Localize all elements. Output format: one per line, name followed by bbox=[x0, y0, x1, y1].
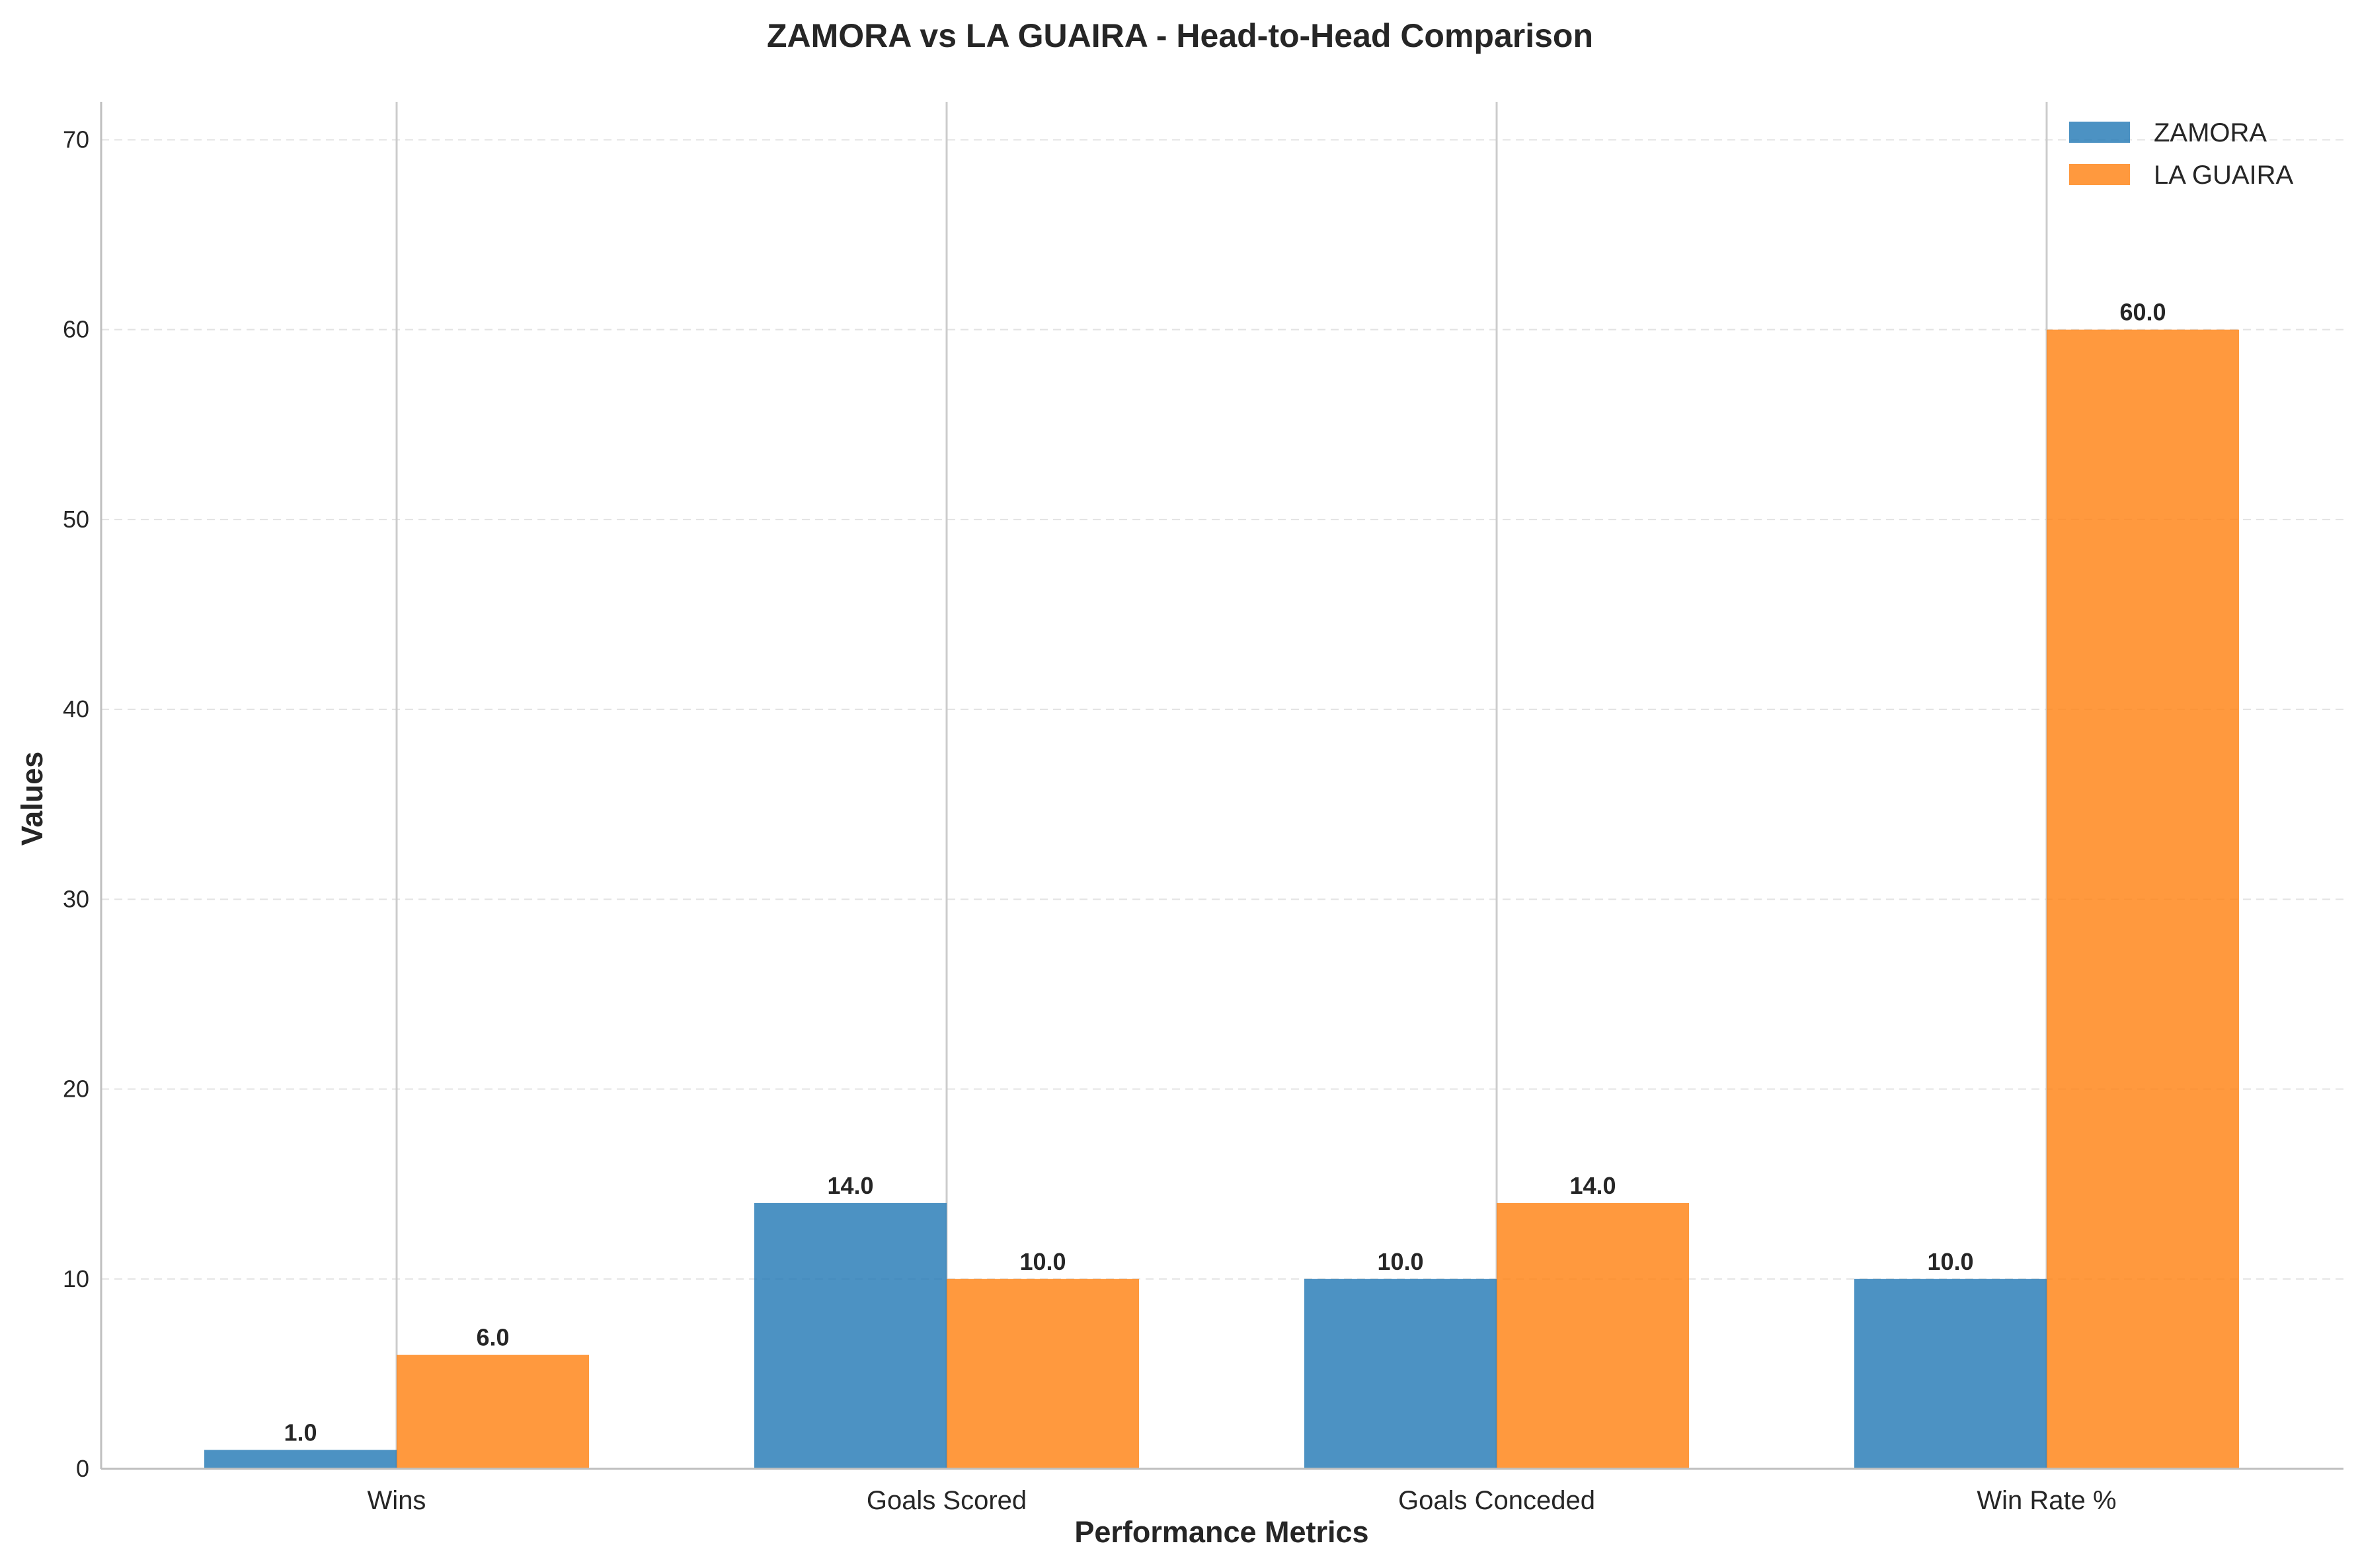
bar bbox=[1304, 1278, 1497, 1469]
data-label: 10.0 bbox=[1019, 1248, 1066, 1275]
bar bbox=[2047, 329, 2239, 1470]
x-tick-label: Goals Scored bbox=[867, 1486, 1027, 1515]
data-label: 6.0 bbox=[476, 1324, 509, 1351]
chart-title: ZAMORA vs LA GUAIRA - Head-to-Head Compa… bbox=[767, 17, 1593, 54]
y-tick-label: 20 bbox=[63, 1076, 89, 1103]
bar bbox=[204, 1450, 397, 1469]
x-tick-label: Win Rate % bbox=[1977, 1486, 2116, 1515]
y-tick-labels: 0 10 20 30 40 50 60 70 bbox=[63, 126, 89, 1482]
data-labels: 1.0 14.0 10.0 10.0 6.0 10.0 14.0 60.0 bbox=[284, 299, 2166, 1446]
data-label: 60.0 bbox=[2119, 299, 2166, 326]
axes bbox=[100, 102, 2343, 1470]
legend-label: LA GUAIRA bbox=[2154, 161, 2294, 190]
y-axis-title: Values bbox=[15, 752, 49, 846]
y-tick-label: 70 bbox=[63, 126, 89, 153]
legend-label: ZAMORA bbox=[2154, 118, 2267, 147]
category-gridlines bbox=[395, 102, 2048, 1469]
x-tick-labels: Wins Goals Scored Goals Conceded Win Rate % bbox=[368, 1486, 2117, 1515]
legend: ZAMORA LA GUAIRA bbox=[2069, 118, 2294, 190]
data-label: 10.0 bbox=[1377, 1248, 1423, 1275]
x-axis-title: Performance Metrics bbox=[1074, 1515, 1368, 1549]
y-tick-label: 10 bbox=[63, 1265, 89, 1292]
data-label: 1.0 bbox=[284, 1419, 317, 1446]
bar bbox=[397, 1354, 589, 1469]
y-tick-label: 30 bbox=[63, 885, 89, 912]
legend-swatch bbox=[2069, 122, 2130, 143]
data-label: 14.0 bbox=[827, 1172, 873, 1199]
y-tick-label: 60 bbox=[63, 316, 89, 343]
data-label: 10.0 bbox=[1927, 1248, 1973, 1275]
gridlines bbox=[101, 139, 2343, 1280]
bar bbox=[947, 1278, 1139, 1469]
bar bbox=[1854, 1278, 2047, 1469]
bar bbox=[1497, 1202, 1689, 1469]
legend-swatch bbox=[2069, 164, 2130, 185]
bar bbox=[754, 1202, 947, 1469]
data-label: 14.0 bbox=[1569, 1172, 1616, 1199]
x-tick-label: Wins bbox=[368, 1486, 426, 1515]
y-tick-label: 0 bbox=[76, 1455, 89, 1482]
x-tick-label: Goals Conceded bbox=[1398, 1486, 1595, 1515]
y-tick-label: 50 bbox=[63, 506, 89, 533]
y-tick-label: 40 bbox=[63, 695, 89, 723]
bars bbox=[204, 329, 2239, 1470]
